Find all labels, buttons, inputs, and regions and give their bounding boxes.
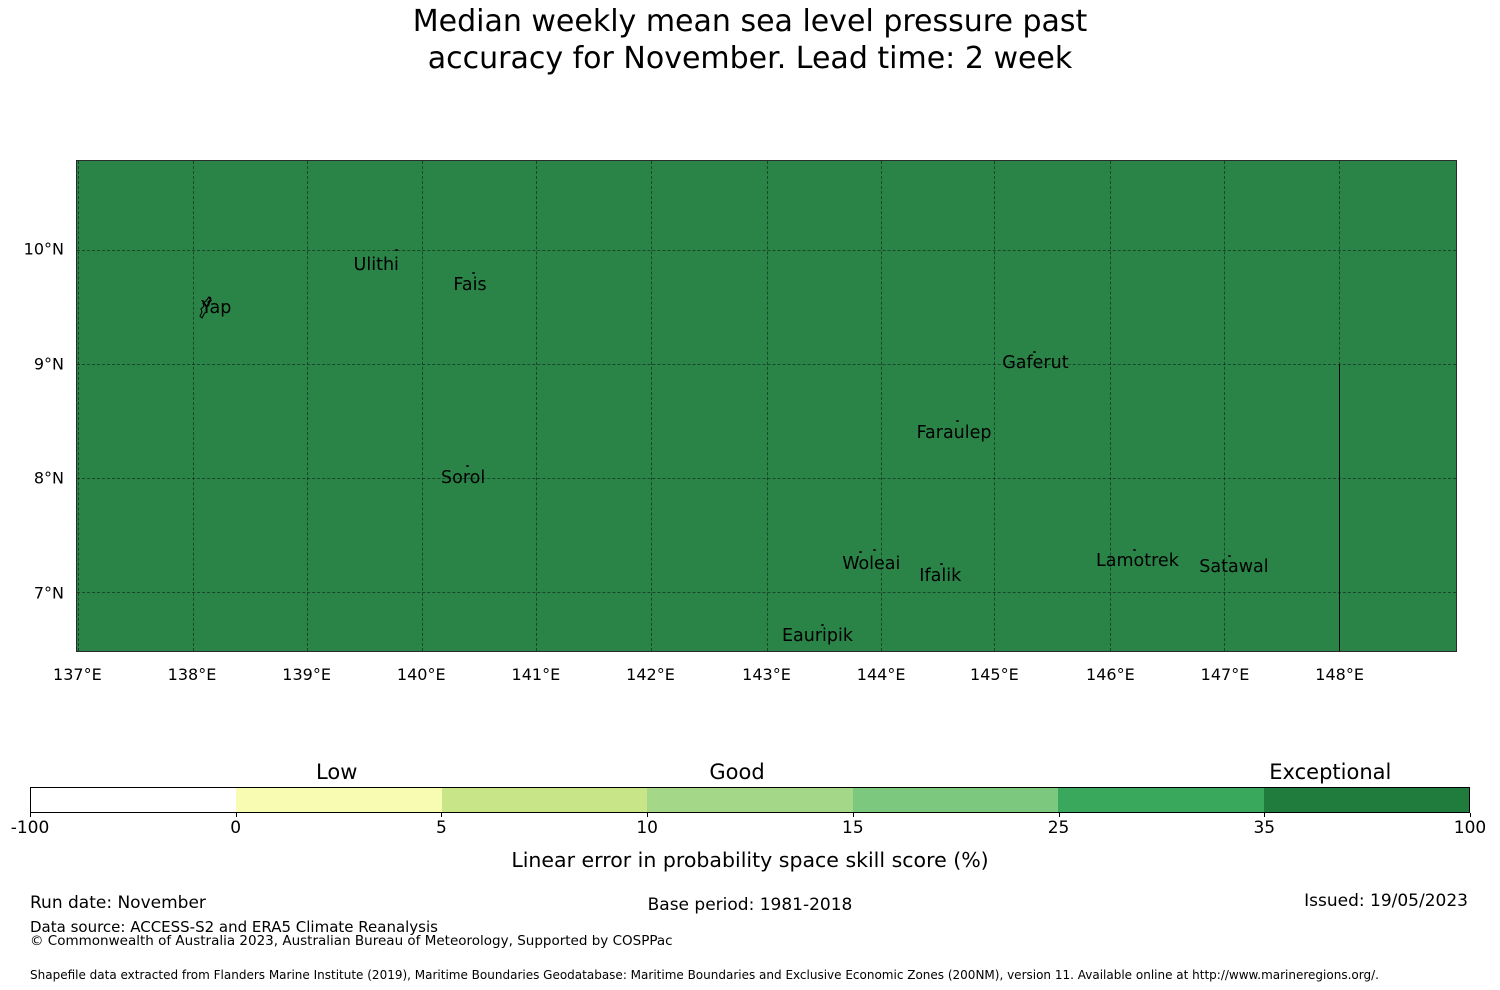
island-marker-dot [940, 562, 944, 565]
base-period-text: Base period: 1981-2018 [647, 895, 853, 915]
longitude-gridline [994, 161, 996, 651]
island-marker-dot [1227, 555, 1231, 558]
longitude-gridline [1224, 161, 1226, 651]
island-marker-dot [956, 419, 960, 422]
shapefile-attribution-text: Shapefile data extracted from Flanders M… [30, 968, 1379, 982]
colorbar-segment [1058, 788, 1264, 812]
colorbar-tick-mark [852, 813, 854, 817]
data-source-text: Data source: ACCESS-S2 and ERA5 Climate … [30, 918, 438, 936]
colorbar-tick-label: -100 [10, 818, 50, 838]
island-marker-dot [820, 624, 824, 627]
longitude-gridline [880, 161, 882, 651]
figure-title: Median weekly mean sea level pressure pa… [0, 3, 1500, 77]
longitude-gridline [1109, 161, 1111, 651]
copyright-text: © Commonwealth of Australia 2023, Austra… [30, 933, 673, 949]
colorbar-region-label-low: Low [316, 760, 358, 784]
colorbar-tick-label: 10 [636, 818, 658, 838]
island-marker-dot [873, 549, 877, 552]
island-label-fais: Fais [453, 275, 487, 296]
longitude-tick-label: 142°E [626, 665, 675, 684]
latitude-gridline [77, 249, 1456, 251]
longitude-tick-label: 147°E [1200, 665, 1250, 684]
island-label-sorol: Sorol [441, 467, 486, 488]
figure-title-line2: accuracy for November. Lead time: 2 week [427, 41, 1073, 76]
colorbar-tick-mark [1264, 813, 1266, 817]
longitude-tick-label: 148°E [1315, 665, 1364, 684]
longitude-tick-label: 144°E [856, 665, 906, 684]
island-marker-dot [395, 249, 399, 252]
longitude-tick-label: 137°E [53, 665, 102, 684]
longitude-tick-label: 145°E [970, 665, 1019, 684]
map-plot: Yap Ulithi Fais Sorol Gaferut Faraulep Woleai I… [76, 160, 1457, 652]
colorbar-tick-label: 0 [230, 818, 242, 838]
latitude-tick-label: 7°N [33, 583, 64, 603]
colorbar-tick-mark [1470, 813, 1471, 817]
colorbar-segment [441, 788, 648, 812]
island-label-eauripik: Eauripik [781, 626, 854, 647]
figure-title-line1: Median weekly mean sea level pressure pa… [412, 4, 1088, 39]
colorbar-tick-label: 5 [436, 818, 447, 838]
island-label-woleai: Woleai [842, 554, 901, 575]
longitude-gridline [78, 161, 80, 651]
colorbar-tick-label: 25 [1047, 818, 1070, 838]
longitude-gridline [192, 161, 194, 651]
island-label-satawal: Satawal [1199, 557, 1269, 578]
colorbar-segment [236, 788, 442, 812]
colorbar-segment [1263, 788, 1469, 812]
latitude-tick-label: 8°N [33, 468, 64, 488]
colorbar-tick-label: 35 [1253, 818, 1276, 838]
latitude-tick-label: 10°N [23, 239, 64, 259]
island-label-lamotrek: Lamotrek [1096, 551, 1179, 572]
island-marker-dot [1033, 351, 1037, 354]
island-marker-dot [466, 464, 470, 467]
issued-date-text: Issued: 19/05/2023 [1304, 891, 1468, 911]
latitude-gridline [77, 592, 1456, 594]
island-marker-dot [1133, 549, 1137, 552]
island-label-gaferut: Gaferut [1002, 353, 1069, 374]
colorbar-tick-mark [30, 813, 31, 817]
longitude-tick-label: 146°E [1086, 665, 1135, 684]
longitude-tick-label: 138°E [167, 665, 217, 684]
island-label-faraulep: Faraulep [916, 422, 992, 443]
colorbar-segment [647, 788, 853, 812]
longitude-tick-label: 141°E [511, 665, 561, 684]
island-marker-dot [859, 551, 863, 554]
colorbar-tick-label: 100 [1453, 818, 1487, 838]
longitude-gridline [766, 161, 768, 651]
colorbar-tick-mark [441, 813, 443, 817]
island-label-ifalik: Ifalik [919, 565, 962, 586]
colorbar-segment [31, 788, 237, 812]
longitude-tick-label: 143°E [742, 665, 791, 684]
island-marker-dot [472, 272, 475, 275]
colorbar-segment [852, 788, 1059, 812]
colorbar-tick-label: 15 [842, 818, 864, 838]
longitude-gridline [536, 161, 538, 651]
colorbar-tick-mark [1058, 813, 1060, 817]
colorbar [30, 787, 1470, 813]
latitude-gridline [77, 477, 1456, 479]
colorbar-region-label-good: Good [709, 760, 765, 784]
longitude-tick-label: 140°E [396, 665, 446, 684]
colorbar-tick-mark [235, 813, 237, 817]
run-date-text: Run date: November [30, 893, 206, 913]
latitude-tick-label: 9°N [33, 354, 64, 374]
eez-boundary-line [1338, 364, 1340, 651]
colorbar-tick-mark [647, 813, 649, 817]
latitude-gridline [77, 364, 1456, 366]
colorbar-axis-label: Linear error in probability space skill … [511, 848, 989, 872]
yap-island-outline-icon [199, 296, 213, 320]
longitude-gridline [650, 161, 652, 651]
longitude-gridline [307, 161, 309, 651]
longitude-tick-label: 139°E [282, 665, 331, 684]
longitude-gridline [421, 161, 423, 651]
island-label-ulithi: Ulithi [353, 255, 399, 276]
colorbar-region-label-exceptional: Exceptional [1269, 760, 1392, 784]
